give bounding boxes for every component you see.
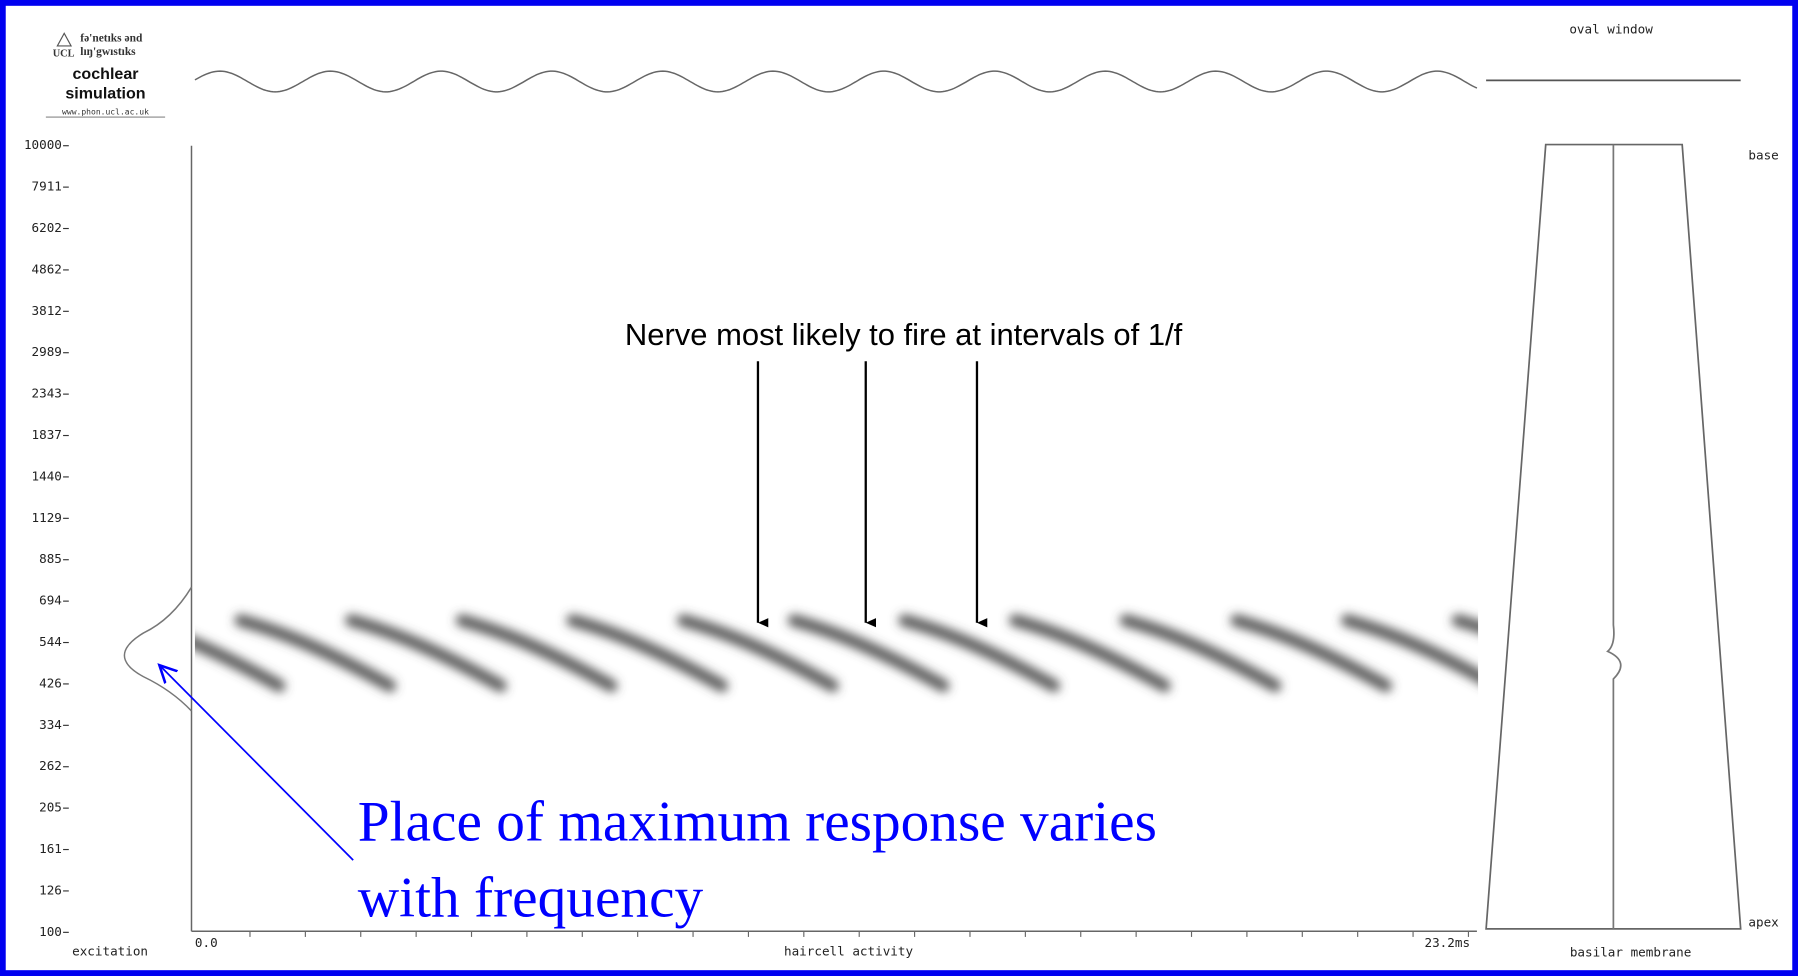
y-tick-label: 7911	[32, 179, 62, 194]
y-tick-label: 126	[39, 882, 62, 897]
y-tick-label: 2343	[32, 386, 62, 401]
y-tick-label: 161	[39, 841, 62, 856]
y-tick-label: 1837	[32, 427, 62, 442]
app-title: simulation	[65, 85, 145, 103]
y-tick-label: 100	[39, 924, 62, 939]
logo-text: lıŋ'gwıstıks	[80, 46, 136, 58]
y-tick-label: 694	[39, 593, 62, 608]
y-tick-label: 334	[39, 717, 62, 732]
place-annotation: Place of maximum response varies	[358, 791, 1157, 854]
place-annotation: with frequency	[358, 866, 704, 929]
apex-label: apex	[1748, 915, 1779, 930]
app-title: cochlear	[72, 65, 138, 83]
membrane-title: basilar membrane	[1570, 944, 1691, 959]
time-end: 23.2ms	[1424, 935, 1470, 950]
y-tick-label: 1440	[32, 468, 62, 483]
y-tick-label: 10000	[24, 137, 62, 152]
excitation-label: excitation	[72, 943, 148, 958]
y-tick-label: 2989	[32, 344, 62, 359]
nerve-annotation: Nerve most likely to fire at intervals o…	[625, 317, 1183, 352]
y-tick-label: 544	[39, 634, 62, 649]
logo-mark: UCL	[53, 48, 75, 59]
logo-text: fə'netıks ənd	[80, 32, 143, 44]
y-tick-label: 1129	[32, 510, 62, 525]
url: www.phon.ucl.ac.uk	[62, 108, 149, 117]
base-label: base	[1748, 147, 1778, 162]
y-tick-label: 3812	[32, 303, 62, 318]
y-tick-label: 6202	[32, 220, 62, 235]
y-tick-label: 262	[39, 758, 62, 773]
screenshot: UCL fə'netıks ənd lıŋ'gwıstıks cochlear …	[0, 0, 1798, 976]
y-tick-label: 205	[39, 800, 62, 815]
y-tick-label: 4862	[32, 261, 62, 276]
y-tick-label: 426	[39, 675, 62, 690]
x-axis-title: haircell activity	[784, 943, 913, 958]
y-tick-label: 885	[39, 551, 62, 566]
time-start: 0.0	[195, 935, 218, 950]
oval-window-label: oval window	[1569, 21, 1653, 36]
